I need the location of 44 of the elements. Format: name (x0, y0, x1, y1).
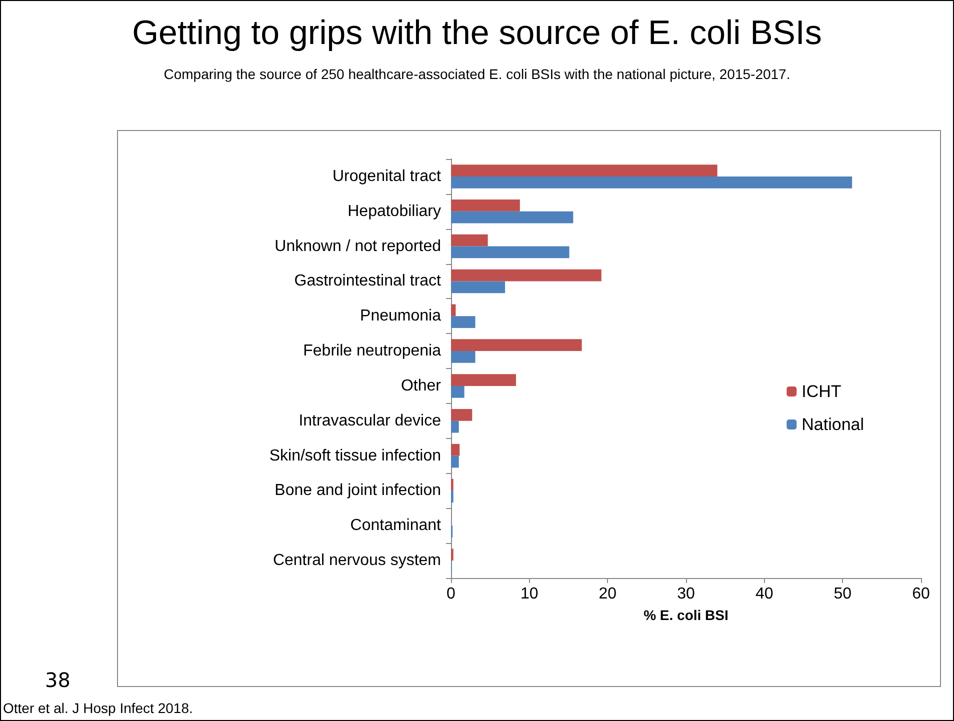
legend-label: National (802, 415, 864, 434)
bar (451, 456, 459, 468)
bar (451, 176, 852, 188)
bar (451, 386, 464, 398)
x-tick-label: 20 (598, 586, 617, 602)
bar (451, 444, 460, 456)
text: 38 (45, 668, 70, 692)
bar (451, 409, 472, 421)
bar (451, 316, 476, 328)
bar (451, 246, 570, 258)
bar (451, 269, 602, 282)
bar (451, 420, 459, 433)
bar (451, 374, 516, 386)
y-tick-label: Bone and joint infection (274, 482, 441, 500)
y-tick-label: Other (400, 377, 442, 394)
y-tick-label: Skin/soft tissue infection (269, 447, 441, 464)
y-tick-label: Gastrointestinal tract (294, 272, 442, 290)
y-tick-label: Febrile neutropenia (303, 342, 442, 360)
y-tick-label: Contaminant (350, 517, 442, 534)
chart-subtitle: Comparing the source of 250 healthcare-associated E. coli BSIs with the national picture, 2015-2017. (162, 66, 792, 82)
y-tick-label: Intravascular device (298, 412, 442, 430)
y-tick-label: Unknown / not reported (274, 238, 441, 255)
chart-title: Getting to grips with the source of E. coli BSIs (131, 14, 823, 53)
text: Otter et al. J Hosp Infect 2018. (3, 700, 193, 716)
y-tick-label: Urogenital tract (332, 168, 442, 185)
y-tick-label: Pneumonia (360, 308, 442, 325)
y-tick-label: Central nervous system (272, 552, 441, 570)
y-tick-label: Hepatobiliary (348, 202, 441, 220)
bar (451, 339, 582, 352)
bar (451, 234, 488, 246)
bar (451, 281, 506, 294)
bar (451, 211, 574, 224)
bar (451, 200, 520, 212)
bar (451, 164, 718, 176)
bar (451, 304, 456, 316)
bar (451, 351, 476, 363)
x-tick-label: 0 (446, 586, 456, 602)
x-tick-label: 40 (755, 586, 774, 602)
legend-label: ICHT (802, 382, 842, 401)
x-tick-label: 30 (677, 586, 695, 602)
x-tick-label: 10 (520, 586, 538, 602)
x-axis-title: % E. coli BSI (644, 607, 728, 623)
x-tick-label: 50 (834, 586, 852, 602)
x-tick-label: 60 (912, 586, 930, 602)
